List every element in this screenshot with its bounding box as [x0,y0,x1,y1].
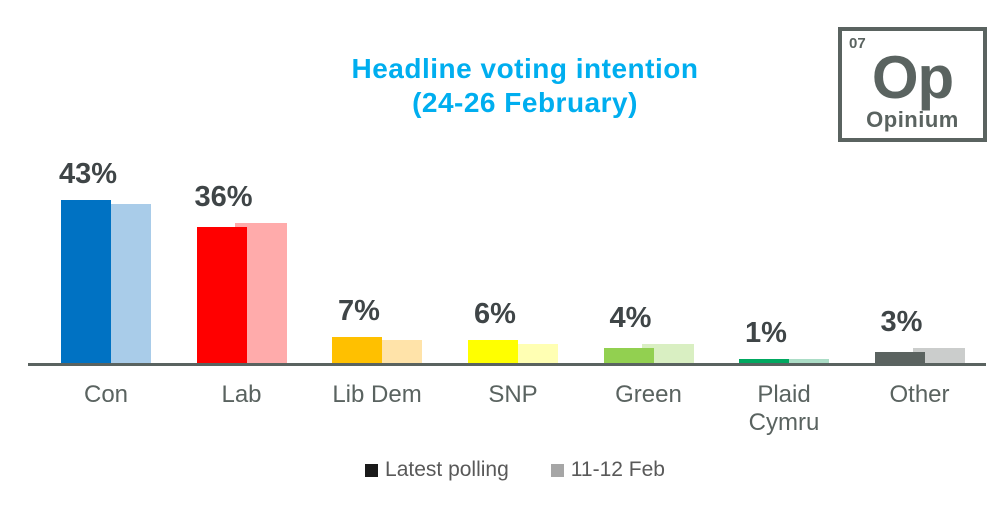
legend-label: Latest polling [385,458,509,481]
bar-latest-con [61,200,111,363]
x-axis-label-snp: SNP [488,381,538,408]
legend-label: 11-12 Feb [570,458,665,481]
x-axis-label-other: Other [889,381,950,408]
data-label-other: 3% [880,306,923,338]
data-label-con: 43% [58,158,118,190]
bar-latest-lab [196,227,247,363]
bar-group-snp [468,163,558,363]
bar-group-lab [196,163,287,363]
data-label-lab: 36% [194,181,253,213]
legend-item-latest-polling: Latest polling [365,458,509,482]
legend-swatch-icon [365,463,379,477]
chart-title-line1: Headline voting intention [351,53,699,84]
x-axis-label-plaid-cymru: Plaid Cymru [748,381,820,437]
data-label-lib-dem: 7% [338,295,380,327]
bar-group-con [61,163,151,363]
bar-group-lib-dem [332,163,422,363]
chart-title: Headline voting intention (24-26 Februar… [125,52,925,120]
bar-group-green [603,163,694,363]
logo-element-number: 07 [849,35,866,52]
x-axis-label-con: Con [83,381,129,408]
bar-previous-lib-dem [370,340,422,363]
legend-item-11-12-feb: 11-12 Feb [550,458,665,482]
bar-group-plaid-cymru [739,163,829,363]
bar-previous-plaid-cymru [777,359,829,363]
data-label-plaid-cymru: 1% [745,317,787,349]
bar-previous-green [641,344,694,363]
data-label-snp: 6% [474,298,516,330]
chart-legend: Latest polling 11-12 Feb [0,458,1003,482]
bar-latest-green [603,348,654,363]
legend-swatch-icon [550,463,564,477]
bar-previous-other [912,348,965,363]
x-axis-label-lib-dem: Lib Dem [332,381,422,408]
bar-latest-snp [468,340,518,363]
bar-previous-snp [506,344,558,363]
bar-group-other [874,163,965,363]
x-axis-line [28,363,986,366]
x-axis-label-green: Green [615,381,682,408]
logo-wordmark: Opinium [866,107,959,132]
data-label-green: 4% [609,302,652,334]
bar-latest-lib-dem [332,337,382,363]
logo-element-symbol: Op [871,44,954,111]
opinium-logo: 07 Op Opinium [838,27,987,142]
bar-latest-plaid-cymru [739,359,789,363]
bar-latest-other [874,352,925,363]
chart-title-line2: (24-26 February) [412,87,638,119]
x-axis-label-lab: Lab [221,381,262,408]
